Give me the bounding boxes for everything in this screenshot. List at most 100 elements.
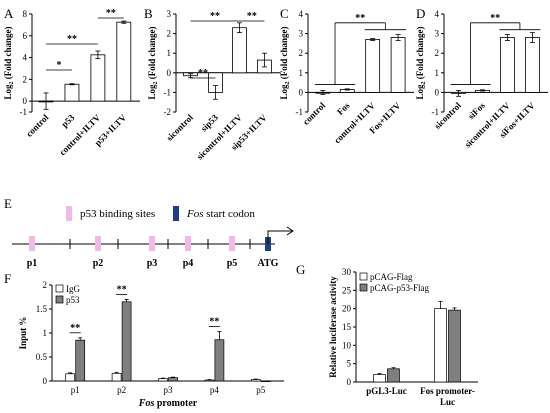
significance-label: ** xyxy=(247,11,257,22)
y-tick-label: 1.5 xyxy=(36,304,48,314)
category-label: siFos xyxy=(466,100,487,121)
bar-pcag-flag xyxy=(434,308,447,383)
category-label: p5 xyxy=(256,385,266,395)
y-tick-label: 1 xyxy=(435,68,440,78)
y-axis-label: Relative luciferase activity xyxy=(328,276,338,378)
panel-label-E: E xyxy=(4,196,12,211)
legend-label: pCAG-Flag xyxy=(370,272,413,282)
y-tick-label: 10 xyxy=(342,340,352,350)
category-label: Luc xyxy=(440,397,455,407)
category-label: sip53 xyxy=(199,112,221,134)
start-codon-legend-label: Fos start codon xyxy=(186,208,255,220)
significance-label: ** xyxy=(70,323,80,334)
y-tick-label: 5 xyxy=(347,359,352,369)
y-tick-label: -1 xyxy=(20,107,28,117)
bar-igg xyxy=(250,379,261,382)
category-label: p3 xyxy=(164,385,174,395)
significance-label: ** xyxy=(490,13,500,24)
y-tick-label: 2 xyxy=(167,29,172,39)
significance-label: ** xyxy=(117,284,127,295)
bar-igg xyxy=(158,378,168,382)
binding-site-marker xyxy=(185,236,191,251)
legend-swatch xyxy=(359,272,368,281)
significance-label: ** xyxy=(209,317,219,328)
chart-panel-g: 0 5 10 15 20 25 30 pGL3-Luc Fos promoter-Luc Rela… xyxy=(328,267,478,407)
y-tick-label: 0 xyxy=(299,87,304,97)
bar xyxy=(232,27,247,74)
bar xyxy=(525,37,540,93)
bar xyxy=(500,37,515,93)
y-tick-label: 4 xyxy=(23,53,28,63)
bar-igg xyxy=(111,372,122,382)
category-label: pGL3-Luc xyxy=(366,386,407,396)
y-tick-label: 0 xyxy=(43,376,48,386)
y-tick-label: -1 xyxy=(296,107,304,117)
y-tick-label: 30 xyxy=(342,267,352,277)
panel-label-C: C xyxy=(280,6,289,21)
y-tick-label: 6 xyxy=(23,31,28,41)
binding-site-label: p1 xyxy=(27,258,38,269)
legend-label: pCAG-p53-Flag xyxy=(370,283,429,293)
start-codon-label: ATG xyxy=(258,258,279,269)
y-tick-label: 0 xyxy=(435,87,440,97)
transcription-arrow xyxy=(267,230,292,244)
y-tick-label: 15 xyxy=(342,322,352,332)
bar-p53 xyxy=(121,301,132,382)
significance-label: ** xyxy=(106,8,116,19)
legend-label: IgG xyxy=(66,284,80,294)
significance-label: ** xyxy=(355,13,365,24)
category-label: p2 xyxy=(117,385,126,395)
y-tick-label: -1 xyxy=(432,107,440,117)
category-label: Fos promoter- xyxy=(420,386,475,396)
binding-site-marker xyxy=(29,236,35,251)
y-tick-label: 0 xyxy=(23,96,28,106)
bar-p53 xyxy=(214,339,225,382)
binding-site-marker xyxy=(95,236,101,251)
y-tick-label: 3 xyxy=(299,29,304,39)
panel-label-G: G xyxy=(296,262,305,277)
x-axis-label: Fos promoter xyxy=(138,398,198,409)
y-axis-label: Log2 (Fold change) xyxy=(279,26,291,99)
y-tick-label: 3 xyxy=(435,29,440,39)
y-tick-label: 8 xyxy=(23,9,28,19)
transcription-arrow-head xyxy=(286,226,294,236)
binding-site-legend-label: p53 binding sites xyxy=(80,208,155,220)
panel-label-D: D xyxy=(416,6,425,21)
category-label: control xyxy=(301,100,328,127)
binding-site-marker xyxy=(229,236,235,251)
y-tick-label: 1 xyxy=(167,48,172,58)
bar-igg xyxy=(65,373,76,382)
bar-pcag-p53-flag xyxy=(387,368,400,383)
y-tick-label: 25 xyxy=(342,285,352,295)
binding-site-label: p2 xyxy=(93,258,104,269)
bar-p53 xyxy=(75,339,86,382)
y-tick-label: 4 xyxy=(435,9,440,19)
bar-p53 xyxy=(168,377,178,382)
y-tick-label: -2 xyxy=(164,107,172,117)
y-tick-label: 2 xyxy=(23,74,28,84)
significance-label: ** xyxy=(198,68,208,79)
bar-pcag-p53-flag xyxy=(448,309,461,383)
panel-label-F: F xyxy=(4,271,11,286)
category-label: p53 xyxy=(59,112,76,129)
y-tick-label: 0.5 xyxy=(36,352,48,362)
bar xyxy=(390,37,406,93)
bar xyxy=(365,39,381,93)
legend-label: p53 xyxy=(66,295,80,305)
start-codon-legend-swatch xyxy=(173,206,179,221)
y-tick-label: 1 xyxy=(43,328,48,338)
bar-p53 xyxy=(260,380,271,382)
binding-site-label: p3 xyxy=(147,258,158,269)
bar xyxy=(64,83,80,102)
legend-swatch xyxy=(55,284,64,293)
bar xyxy=(90,54,106,102)
legend-swatch xyxy=(55,295,64,304)
panel-label-B: B xyxy=(144,6,153,21)
bar xyxy=(116,21,132,102)
y-tick-label: 2 xyxy=(435,48,440,58)
category-label: p1 xyxy=(71,385,80,395)
